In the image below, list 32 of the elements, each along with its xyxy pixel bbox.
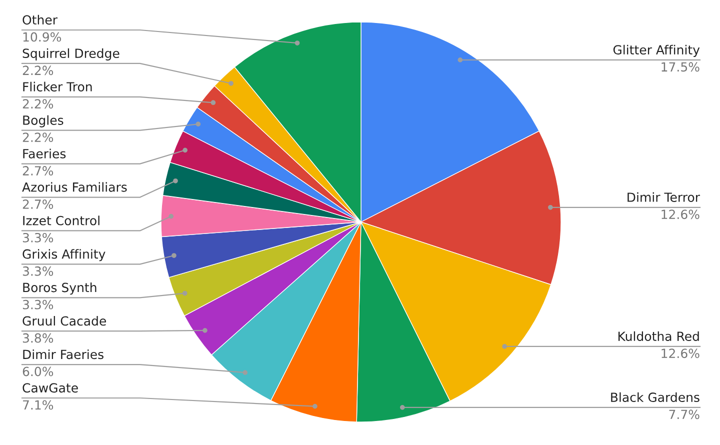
- data-label: 12.6%: [662, 348, 700, 358]
- slice-label: Squirrel Dredge: [22, 48, 120, 60]
- data-label: 6.0%: [22, 366, 54, 376]
- slice-label: Black Gardens: [611, 392, 700, 402]
- slice-label: Dimir Terror: [628, 192, 700, 202]
- slice-label: Azorius Familiars: [22, 182, 127, 192]
- slice-label: Grixis Affinity: [22, 249, 106, 262]
- slice-label: Izzet Control: [23, 216, 100, 226]
- data-label: 2.2%: [22, 66, 54, 76]
- data-label: 3.3%: [22, 300, 54, 310]
- data-label: 2.2%: [22, 132, 54, 142]
- slice-label: Boros Synth: [23, 282, 96, 295]
- slice-label: Kuldotha Red: [618, 331, 699, 341]
- slice-label: Glitter Affinity: [613, 44, 700, 57]
- data-label: 2.7%: [22, 166, 54, 176]
- data-label: 12.6%: [662, 210, 700, 220]
- slice-label: Other: [22, 14, 58, 25]
- data-label: 3.8%: [22, 333, 54, 343]
- slice-label: Flicker Tron: [23, 82, 92, 92]
- data-label: 7.7%: [669, 410, 700, 420]
- slice-label: CawGate: [22, 383, 78, 393]
- slice-label: Gruul Cacade: [22, 316, 106, 326]
- data-label: 7.1%: [23, 400, 54, 410]
- slice-label: Dimir Faeries: [23, 349, 104, 360]
- data-label: 17.5%: [662, 62, 700, 72]
- data-label: 3.3%: [22, 266, 54, 276]
- data-label: 2.2%: [22, 99, 54, 109]
- data-label: 10.9%: [23, 32, 62, 42]
- slice-label: Bogles: [23, 115, 64, 128]
- data-label: 3.3%: [22, 232, 54, 242]
- data-label: 2.7%: [22, 199, 54, 209]
- slice-label: Faeries: [23, 148, 66, 158]
